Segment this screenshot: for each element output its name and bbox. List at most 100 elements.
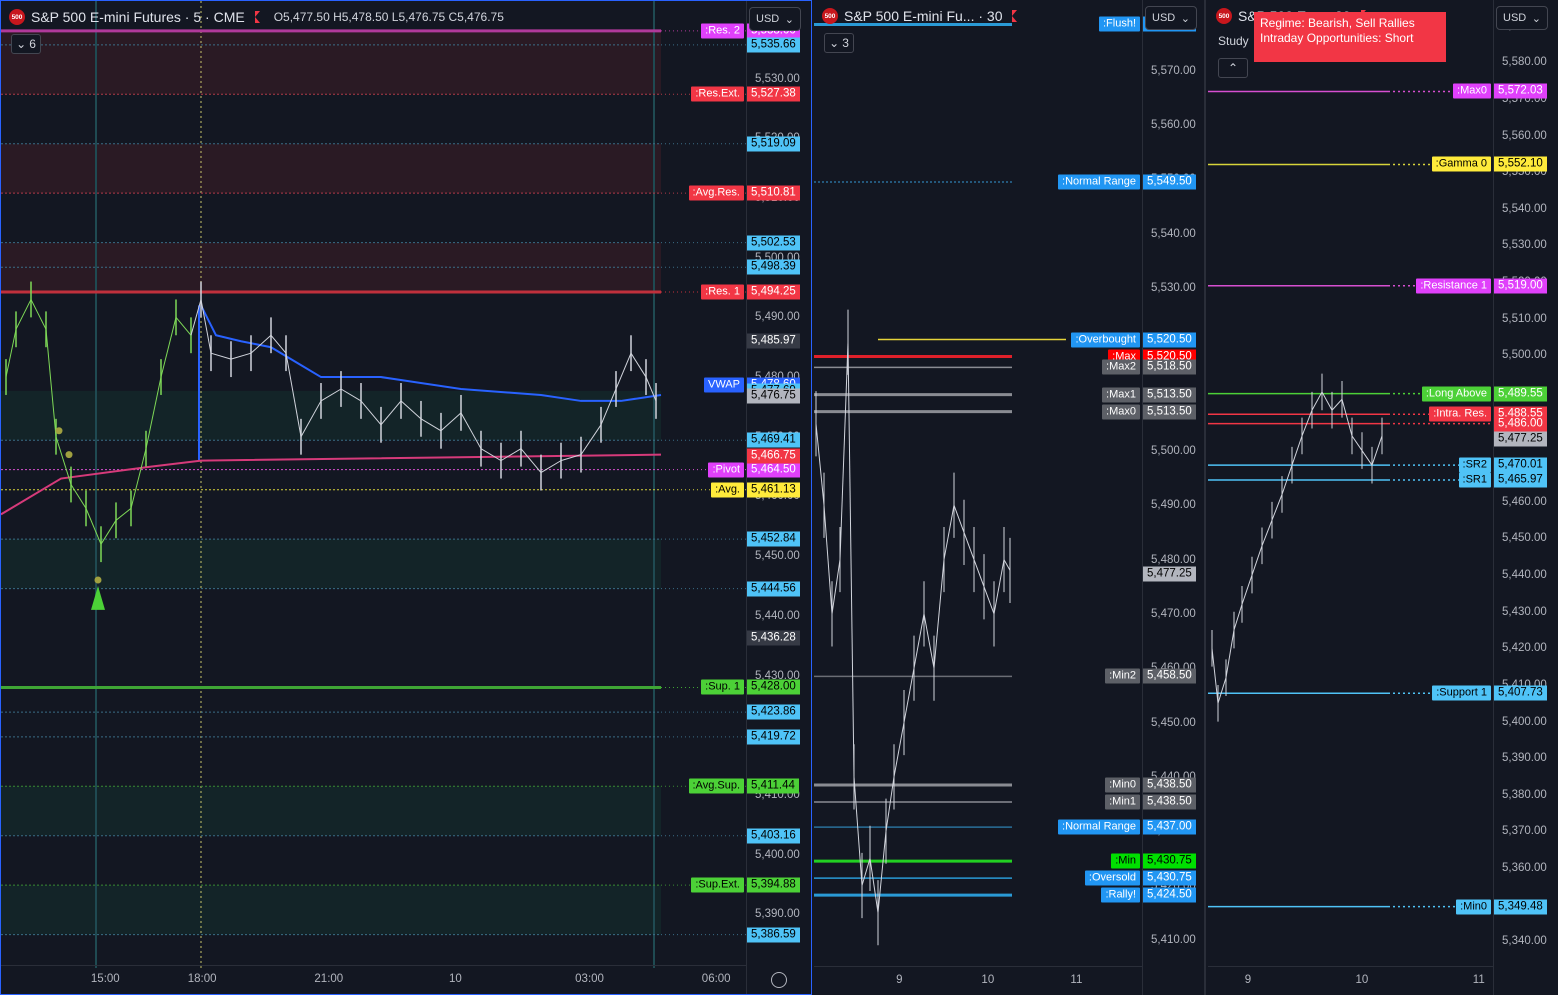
price-axis[interactable]: 5,540.005,530.005,520.005,510.005,500.00…	[746, 1, 811, 994]
time-tick-label: 11	[1070, 974, 1083, 986]
level-label: :Res. 1	[701, 284, 744, 300]
price-tick-label: 5,360.00	[1502, 862, 1547, 875]
level-price-tag: 5,510.81	[747, 185, 800, 201]
price-tick-label: 5,450.00	[1502, 532, 1547, 545]
symbol-logo-icon: 500	[1216, 8, 1232, 24]
price-bar	[963, 532, 975, 560]
price-bars	[5, 281, 657, 563]
price-tick-label: 5,390.00	[1502, 752, 1547, 765]
price-tick-label: 5,540.00	[1502, 202, 1547, 215]
price-tick-label: 5,490.00	[755, 311, 800, 324]
chevron-down-icon: ⌄	[784, 13, 794, 26]
vwap-line	[200, 304, 662, 402]
price-bar	[320, 388, 342, 402]
price-tick-label: 5,430.00	[1502, 605, 1547, 618]
currency-select[interactable]: USD ⌄	[749, 7, 801, 31]
price-bar	[460, 412, 482, 449]
price-bar	[45, 329, 57, 437]
currency-select[interactable]: USD ⌄	[1145, 6, 1197, 30]
price-axis[interactable]: 5,590.005,580.005,570.005,560.005,550.00…	[1493, 0, 1558, 995]
time-axis[interactable]: 15:00 18:00 21:00 10 03:00 06:00	[1, 965, 746, 994]
level-label: :Intra. Res.	[1429, 406, 1491, 422]
level-label: :Max0	[1102, 404, 1140, 420]
chart-pane-30min-a[interactable]: 500 S&P 500 E-mini Fu... · 30 ⌄ 3 USD ⌄ …	[814, 0, 1206, 995]
price-tick-label: 5,460.00	[1502, 495, 1547, 508]
price-bar	[250, 334, 272, 354]
level-price-tag: 5,438.50	[1143, 794, 1196, 810]
chevron-down-icon: ⌄	[1180, 12, 1190, 25]
price-bar	[815, 423, 825, 506]
level-label: :Min2	[1105, 668, 1140, 684]
price-bar	[520, 448, 542, 473]
price-tag: 5,436.28	[747, 630, 800, 646]
level-price-tag: 5,502.53	[747, 235, 800, 251]
chart-title[interactable]: S&P 500 E-mini Futures · 5 · CME	[31, 9, 245, 25]
level-price-tag: 5,458.50	[1143, 668, 1196, 684]
currency-value: USD	[1503, 12, 1527, 24]
price-plot[interactable]	[1208, 0, 1493, 967]
level-price-tag: 5,513.50	[1143, 404, 1196, 420]
price-tick-label: 5,400.00	[755, 848, 800, 861]
price-bar	[847, 342, 855, 777]
price-bar	[1351, 435, 1363, 451]
price-bar	[1233, 604, 1243, 631]
indicators-collapse-button[interactable]: ⌄ 6	[11, 34, 41, 54]
settings-icon[interactable]	[771, 972, 787, 988]
level-label: :Avg.Res.	[688, 185, 744, 201]
chart-pane-30min-b[interactable]: 500 S&P 500 E-... · 30 ⌃ USD ⌄ 5,590.005…	[1208, 0, 1558, 995]
level-price-tag: 5,403.16	[747, 828, 800, 844]
price-bar	[831, 559, 841, 614]
chart-pane-5min[interactable]: 500 S&P 500 E-mini Futures · 5 · CME O5,…	[0, 0, 812, 995]
price-plot[interactable]	[1, 1, 746, 968]
price-bar	[1291, 435, 1303, 466]
buy-signal-icon	[91, 585, 105, 610]
price-bar	[300, 400, 322, 437]
price-tick-label: 5,430.00	[755, 669, 800, 682]
price-tick-label: 5,480.00	[1151, 553, 1196, 566]
level-label: :Sup.Ext.	[691, 877, 744, 893]
chart-title[interactable]: S&P 500 E-mini Fu... · 30	[844, 8, 1003, 24]
level-label: :Avg.Sup.	[688, 778, 744, 794]
level-price-tag: 5,428.00	[747, 679, 800, 695]
time-tick-label: 21:00	[314, 973, 344, 985]
level-price-tag: 5,518.50	[1143, 359, 1196, 375]
price-bar	[200, 299, 212, 354]
currency-select[interactable]: USD ⌄	[1496, 6, 1548, 30]
time-tick-label: 9	[1244, 974, 1252, 986]
price-axis[interactable]: 5,580.005,570.005,560.005,550.005,540.00…	[1142, 0, 1204, 995]
signal-dot-icon	[55, 427, 63, 435]
indicators-expand-button[interactable]: ⌃	[1218, 58, 1248, 78]
price-tick-label: 5,490.00	[1151, 499, 1196, 512]
level-price-tag: 5,438.50	[1143, 777, 1196, 793]
flag-icon[interactable]	[1012, 10, 1018, 22]
session-average-line	[1, 453, 662, 516]
ohlc-readout: O5,477.50 H5,478.50 L5,476.75 C5,476.75	[273, 10, 504, 24]
price-bar	[160, 317, 177, 378]
level-price-tag: 5,465.97	[1494, 472, 1547, 488]
price-bar	[360, 400, 382, 426]
level-label: :Normal Range	[1058, 819, 1140, 835]
price-bar	[853, 776, 863, 886]
flag-icon[interactable]	[254, 11, 260, 23]
time-axis[interactable]: 9 10 11	[1208, 966, 1493, 995]
level-zone	[1, 242, 661, 292]
price-bar	[420, 418, 442, 432]
indicators-collapse-button[interactable]: ⌄ 3	[824, 33, 854, 53]
time-axis[interactable]: 9 10 11	[814, 966, 1142, 995]
level-price-tag: 5,411.44	[747, 778, 799, 794]
level-price-tag: 5,423.86	[747, 704, 800, 720]
price-bar	[1271, 494, 1283, 521]
price-plot[interactable]	[814, 0, 1142, 967]
price-bar	[893, 722, 905, 777]
price-tick-label: 5,510.00	[1502, 312, 1547, 325]
price-bar	[175, 317, 192, 336]
level-price-tag: 5,486.00	[1494, 416, 1547, 432]
price-bar	[70, 484, 87, 509]
symbol-logo-icon: 500	[9, 9, 25, 25]
time-tick-label: 10	[449, 973, 462, 985]
level-price-tag: 5,470.01	[1494, 457, 1547, 473]
price-bar	[823, 505, 833, 614]
price-tick-label: 5,530.00	[1502, 239, 1547, 252]
price-bar	[285, 353, 302, 437]
level-label: :Gamma 0	[1431, 156, 1491, 172]
